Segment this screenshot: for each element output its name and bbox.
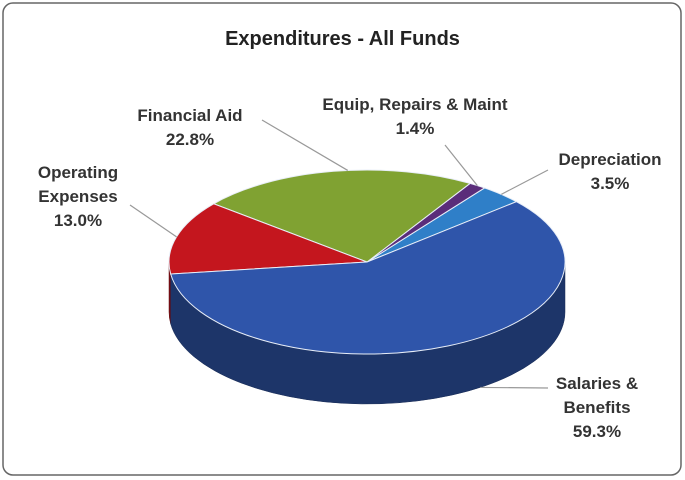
value-label: 22.8% xyxy=(165,130,215,149)
slice xyxy=(170,201,566,355)
value-label: 13.0% xyxy=(53,211,103,230)
category-label: Operating Expenses xyxy=(37,163,119,206)
category-label: Financial Aid xyxy=(137,106,243,125)
slice-label: Equip, Repairs & Maint 1.4% xyxy=(285,93,545,141)
category-label: Equip, Repairs & Maint xyxy=(322,95,508,114)
value-label: 59.3% xyxy=(572,422,622,441)
slice-label: Salaries & Benefits 59.3% xyxy=(547,372,647,444)
leader-line xyxy=(444,144,478,186)
category-label: Depreciation xyxy=(558,150,662,169)
slice-label: Operating Expenses 13.0% xyxy=(23,161,133,233)
chart-title: Expenditures - All Funds xyxy=(225,28,460,50)
value-label: 3.5% xyxy=(590,174,630,193)
category-label: Salaries & Benefits xyxy=(555,374,639,417)
slice xyxy=(168,203,368,275)
leader-line xyxy=(480,386,549,389)
leader-line xyxy=(500,169,549,195)
slice-label: Depreciation 3.5% xyxy=(540,148,680,196)
value-label: 1.4% xyxy=(395,119,435,138)
slice-label: Financial Aid 22.8% xyxy=(120,104,260,152)
leader-line xyxy=(261,119,349,171)
slice xyxy=(212,169,472,263)
leader-line xyxy=(129,204,177,238)
